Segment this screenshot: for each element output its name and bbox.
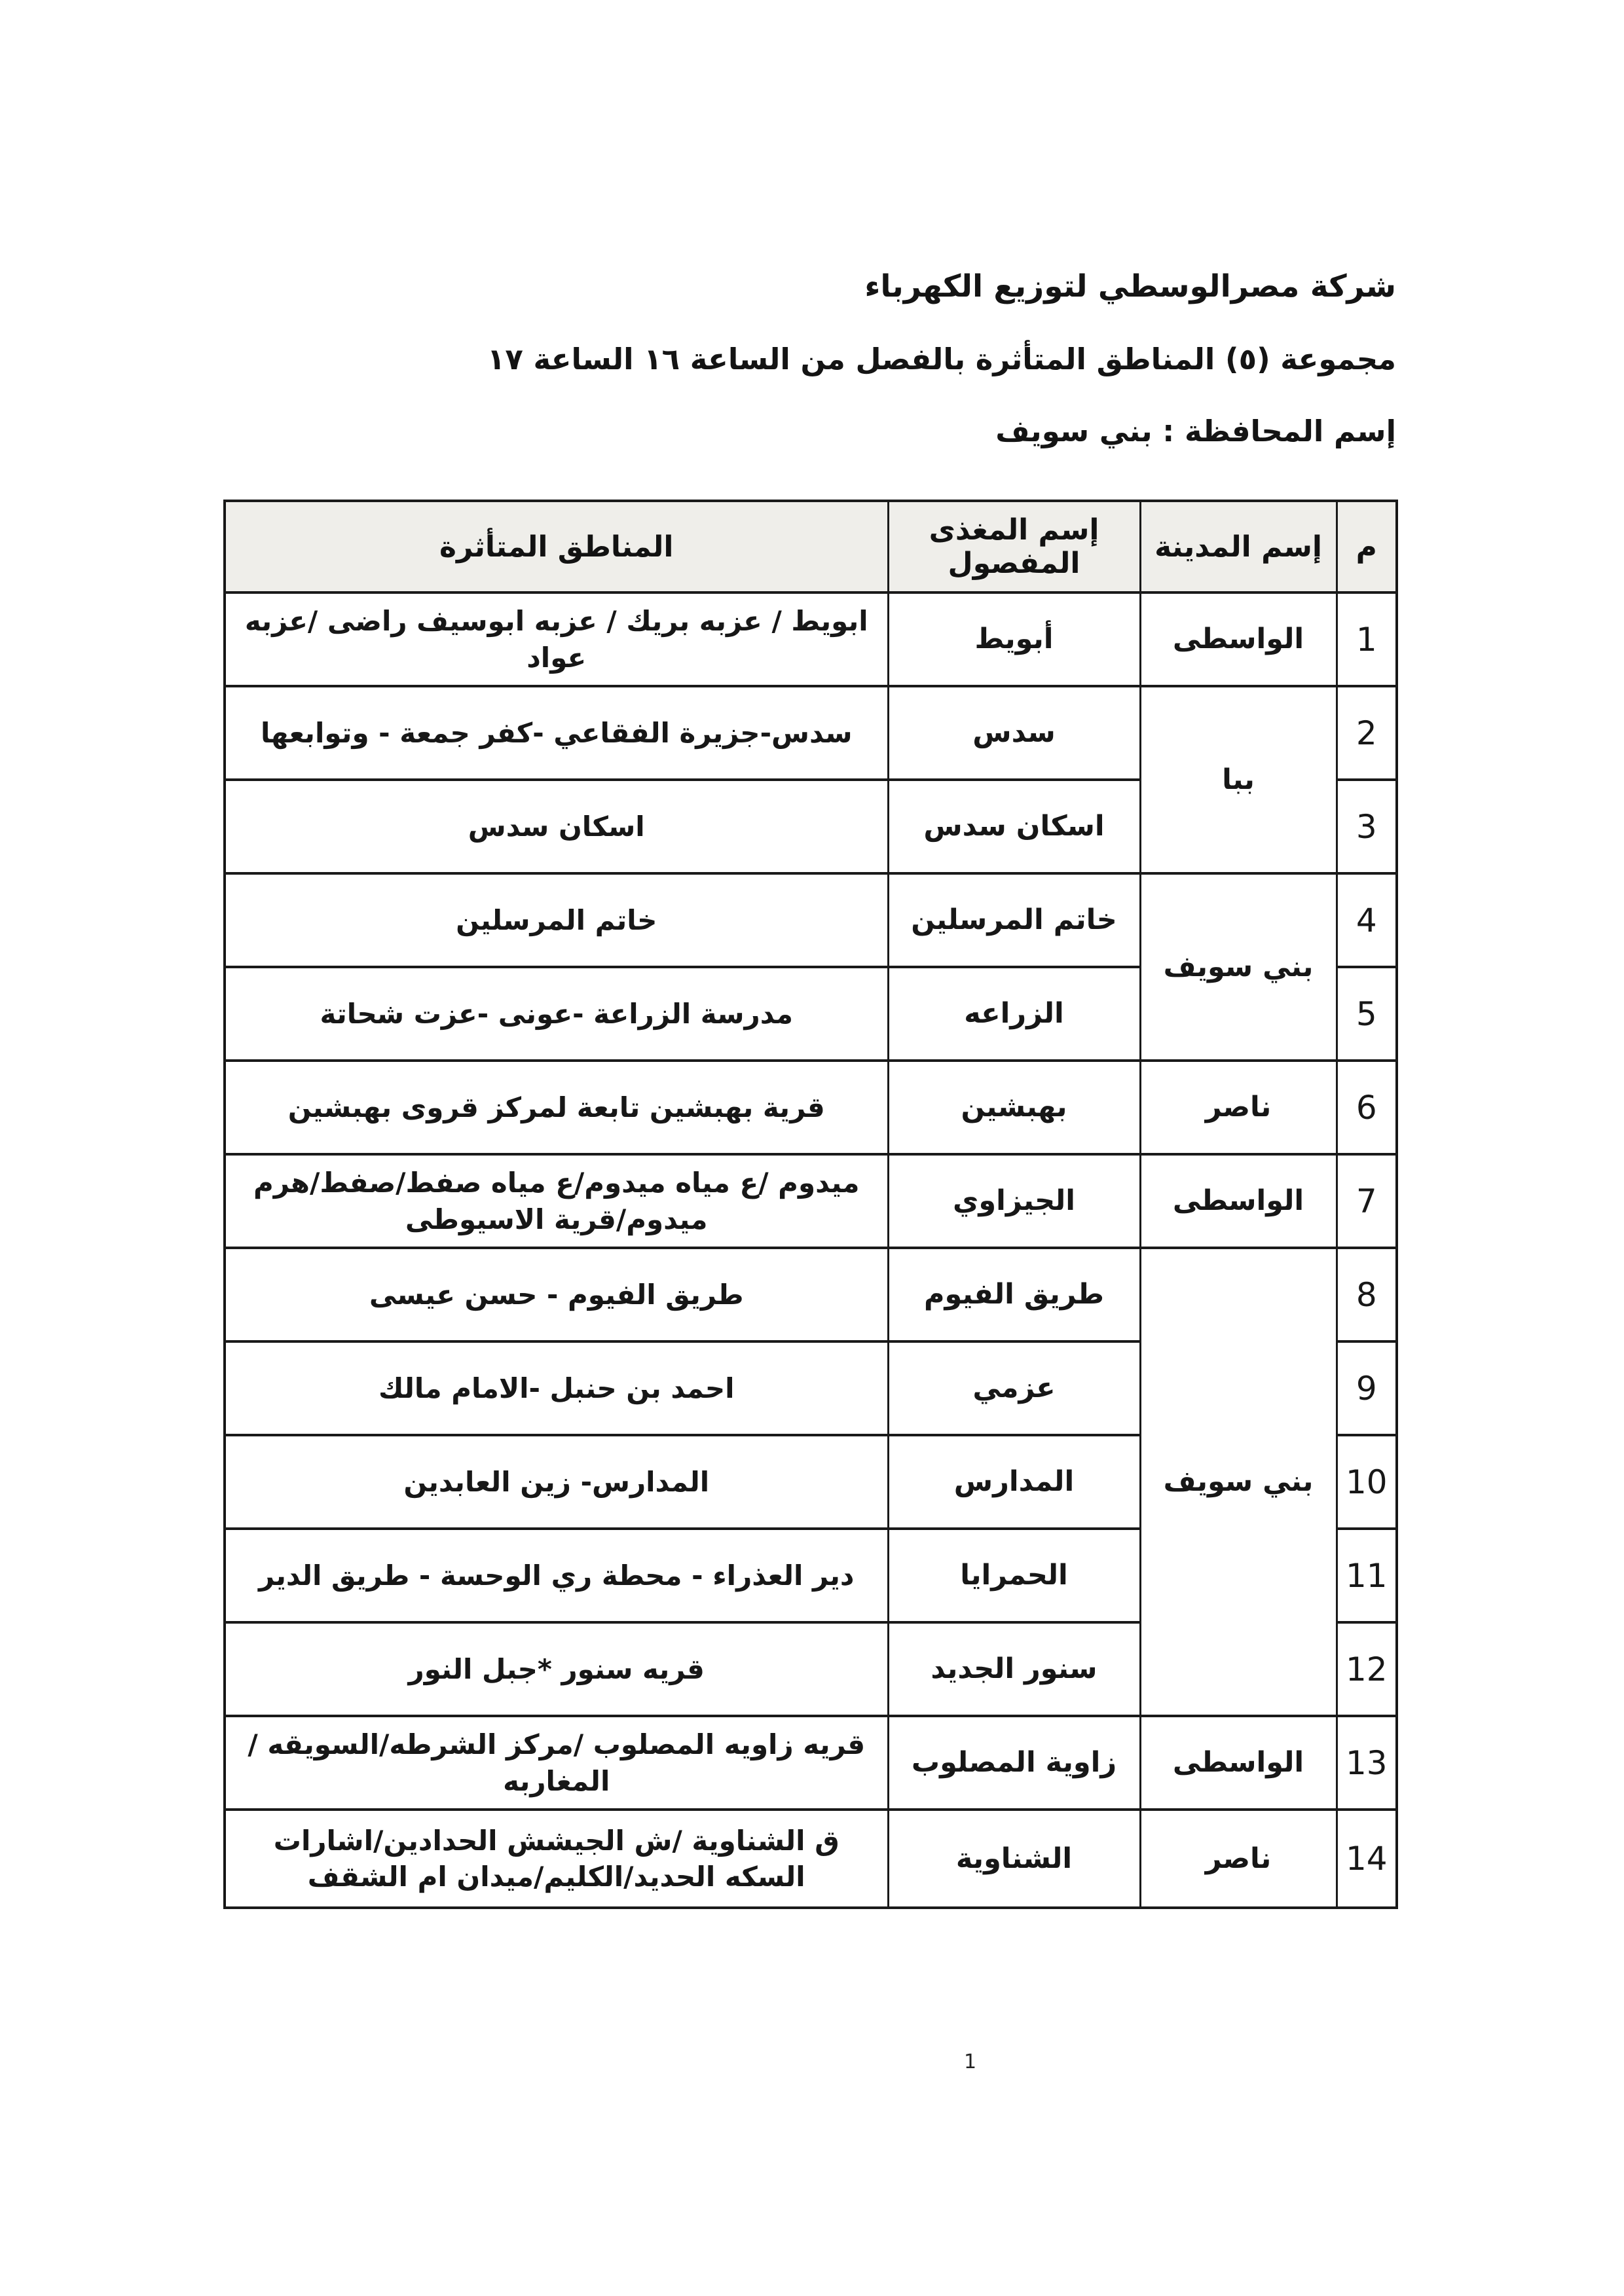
page-number: 1 [964, 2050, 977, 2073]
city-cell: الواسطى [1139, 1715, 1338, 1811]
feeder-cell: الزراعه [887, 966, 1141, 1062]
table-row: 13 الواسطى زاوية المصلوب قريه زاويه المص… [223, 1715, 1398, 1811]
areas-cell: احمد بن حنبل -الامام مالك [223, 1340, 889, 1436]
table-row: 4 بني سويف خاتم المرسلين خاتم المرسلين [223, 872, 1398, 1062]
feeder-cell: طريق الفيوم [887, 1247, 1141, 1343]
city-cell: الواسطى [1139, 1153, 1338, 1249]
row-number: 8 [1335, 1247, 1398, 1343]
feeder-cell: خاتم المرسلين [887, 872, 1141, 968]
col-header-feeder: إسم المغذى المفصول [887, 500, 1141, 594]
table-row: 8 بني سويف طريق الفيوم طريق الفيوم - حسن… [223, 1247, 1398, 1717]
table-row: 9 عزمي احمد بن حنبل -الامام مالك [223, 1340, 1398, 1436]
areas-cell: قريه سنور *جبل النور [223, 1621, 889, 1717]
table-row: 2 ببا سدس سدس-جزيرة الفقاعي -كفر جمعة - … [223, 685, 1398, 875]
areas-cell: دير العذراء - محطة ري الوحسة - طريق الدي… [223, 1527, 889, 1624]
areas-cell: قرية بهبشين تابعة لمركز قروى بهبشين [223, 1059, 889, 1156]
feeder-cell: المدارس [887, 1434, 1141, 1530]
row-number: 6 [1335, 1059, 1398, 1156]
areas-cell: ق الشناوية /ش الجيشش الحدادين/اشارات الس… [223, 1808, 889, 1909]
feeder-cell: سدس [887, 685, 1141, 781]
row-number: 4 [1335, 872, 1398, 968]
city-cell: ناصر [1139, 1808, 1338, 1909]
col-header-serial: م [1335, 500, 1398, 594]
areas-cell: اسكان سدس [223, 778, 889, 875]
feeder-cell: زاوية المصلوب [887, 1715, 1141, 1811]
feeder-cell: الشناوية [887, 1808, 1141, 1909]
feeder-cell: أبويط [887, 591, 1141, 687]
feeder-cell: الجيزاوي [887, 1153, 1141, 1249]
group-title: مجموعة (٥) المناطق المتأثرة بالفصل من ال… [487, 342, 1396, 376]
row-number: 3 [1335, 778, 1398, 875]
row-number: 12 [1335, 1621, 1398, 1717]
outage-table: م إسم المدينة إسم المغذى المفصول المناطق… [223, 500, 1398, 1909]
city-cell: ناصر [1139, 1059, 1338, 1156]
row-number: 5 [1335, 966, 1398, 1062]
feeder-cell: الحمرايا [887, 1527, 1141, 1624]
areas-cell: المدارس- زين العابدين [223, 1434, 889, 1530]
areas-cell: سدس-جزيرة الفقاعي -كفر جمعة - وتوابعها [223, 685, 889, 781]
col-header-areas: المناطق المتأثرة [223, 500, 889, 594]
table-row: 12 سنور الجديد قريه سنور *جبل النور [223, 1621, 1398, 1717]
table-row: 3 اسكان سدس اسكان سدس [223, 778, 1398, 875]
areas-cell: ابويط / عزبه بريك / عزبه ابوسيف راضى /عز… [223, 591, 889, 687]
city-cell: بني سويف [1139, 872, 1338, 1062]
table-row: 14 ناصر الشناوية ق الشناوية /ش الجيشش ال… [223, 1808, 1398, 1909]
table-header-row: م إسم المدينة إسم المغذى المفصول المناطق… [223, 500, 1398, 594]
row-number: 7 [1335, 1153, 1398, 1249]
row-number: 9 [1335, 1340, 1398, 1436]
city-cell: ببا [1139, 685, 1338, 875]
areas-cell: طريق الفيوم - حسن عيسى [223, 1247, 889, 1343]
row-number: 13 [1335, 1715, 1398, 1811]
city-cell: الواسطى [1139, 591, 1338, 687]
company-name: شركة مصرالوسطي لتوزيع الكهرباء [864, 268, 1396, 304]
feeder-cell: عزمي [887, 1340, 1141, 1436]
table-row: 11 الحمرايا دير العذراء - محطة ري الوحسة… [223, 1527, 1398, 1624]
feeder-cell: سنور الجديد [887, 1621, 1141, 1717]
areas-cell: مدرسة الزراعة -عونى -عزت شحاتة [223, 966, 889, 1062]
row-number: 11 [1335, 1527, 1398, 1624]
table-row: 6 ناصر بهبشين قرية بهبشين تابعة لمركز قر… [223, 1059, 1398, 1156]
outage-table-wrapper: م إسم المدينة إسم المغذى المفصول المناطق… [223, 500, 1398, 1909]
feeder-cell: بهبشين [887, 1059, 1141, 1156]
feeder-cell: اسكان سدس [887, 778, 1141, 875]
city-cell: بني سويف [1139, 1247, 1338, 1717]
row-number: 1 [1335, 591, 1398, 687]
table-row: 1 الواسطى أبويط ابويط / عزبه بريك / عزبه… [223, 591, 1398, 687]
table-row: 7 الواسطى الجيزاوي ميدوم /ع مياه ميدوم/ع… [223, 1153, 1398, 1249]
table-row: 5 الزراعه مدرسة الزراعة -عونى -عزت شحاتة [223, 966, 1398, 1062]
table-row: 10 المدارس المدارس- زين العابدين [223, 1434, 1398, 1530]
col-header-city: إسم المدينة [1139, 500, 1338, 594]
row-number: 10 [1335, 1434, 1398, 1530]
governorate-name: إسم المحافظة : بني سويف [995, 414, 1396, 448]
areas-cell: خاتم المرسلين [223, 872, 889, 968]
row-number: 14 [1335, 1808, 1398, 1909]
areas-cell: ميدوم /ع مياه ميدوم/ع مياه صفط/صفط/هرم م… [223, 1153, 889, 1249]
row-number: 2 [1335, 685, 1398, 781]
areas-cell: قريه زاويه المصلوب /مركز الشرطه/السويقه … [223, 1715, 889, 1811]
